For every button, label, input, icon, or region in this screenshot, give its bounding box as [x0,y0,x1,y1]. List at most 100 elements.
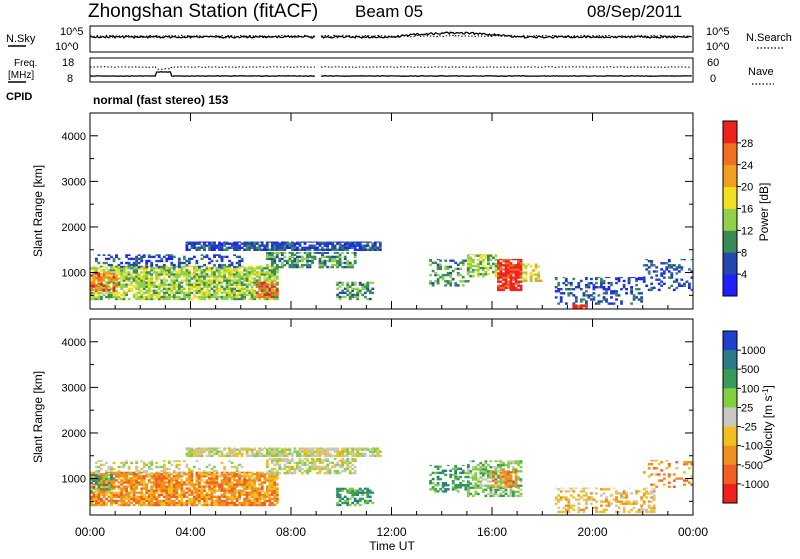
power-cell [338,263,342,267]
velocity-cell [268,452,272,455]
power-cell [150,295,154,299]
velocity-cell [517,463,520,467]
power-cell [572,304,576,308]
power-cell [333,241,337,243]
power-cell [170,281,174,284]
velocity-cell [120,491,123,494]
power-cell [275,271,279,274]
power-cell [517,260,520,263]
power-cell [306,253,309,256]
power-cell [585,283,588,287]
velocity-cell [481,488,485,491]
power-cell [117,271,121,274]
power-cell [130,281,133,284]
power-cell [248,283,252,286]
velocity-cell [250,503,254,507]
power-cell [155,295,159,299]
velocity-cell [233,465,236,469]
power-cell [100,280,103,283]
velocity-cell [100,483,103,486]
velocity-cell [270,454,274,457]
power-cell [185,269,189,272]
velocity-cell [198,487,201,490]
power-cell [132,275,136,278]
power-cell [135,271,138,274]
velocity-cell [554,487,558,489]
velocity-cell [172,460,176,462]
velocity-cell [127,501,131,505]
power-cell [97,282,101,285]
power-cell [311,261,314,265]
power-cell [615,281,618,285]
power-cell [625,292,628,295]
velocity-cell [195,493,199,496]
power-cell [188,269,191,272]
power-cell [167,254,171,256]
power-cell [213,271,216,274]
velocity-cell [444,490,448,493]
velocity-cell [291,458,294,460]
power-cell [582,298,586,301]
velocity-cell [255,454,259,457]
velocity-cell [225,481,229,484]
velocity-cell [208,495,211,498]
velocity-cell [195,489,199,492]
power-cell [147,281,151,284]
power-cell [248,291,252,295]
power-cell [366,241,370,243]
power-cell [142,281,146,284]
power-cell [336,261,339,265]
velocity-cell [135,495,138,498]
velocity-cell [223,495,226,498]
power-cell [356,287,360,290]
velocity-cell [509,471,513,474]
velocity-cell [172,483,176,486]
velocity-cell [147,481,151,484]
velocity-cell [240,489,244,492]
velocity-cell [642,488,646,491]
power-cell [499,268,503,271]
power-cell [431,284,435,287]
velocity-cell [90,482,93,485]
velocity-cell [371,454,375,457]
power-cell [587,283,591,287]
power-cell [331,255,334,259]
power-cell [630,302,633,305]
power-cell [270,275,274,278]
velocity-cell [275,459,279,462]
power-cell [585,306,588,310]
velocity-cell [102,479,106,482]
power-cell [308,255,312,259]
power-cell [235,242,239,245]
velocity-cell [348,497,352,501]
power-cell [326,246,329,249]
power-cell [193,269,196,272]
velocity-cell [268,475,272,478]
velocity-cell [125,497,128,501]
velocity-cell [130,477,133,480]
velocity-colorbar-swatch [723,369,737,389]
power-cell [514,264,518,267]
power-cell [469,266,473,270]
power-cell [459,273,463,277]
power-cell [265,291,269,295]
velocity-cell [120,493,123,496]
power-cell [688,284,691,287]
power-cell [492,256,495,259]
power-cell [225,255,229,259]
power-cell [140,279,144,282]
velocity-cell [172,477,176,480]
power-cell [366,285,370,288]
power-cell [502,286,505,290]
power-cell [135,257,138,261]
velocity-cell [481,468,485,471]
velocity-cell [431,471,435,475]
power-cell [177,269,181,272]
velocity-cell [346,491,350,494]
velocity-cell [193,501,196,505]
power-cell [592,298,596,301]
velocity-cell [595,510,598,514]
power-cell [336,287,339,290]
power-cell [318,259,322,263]
power-cell [135,279,138,282]
